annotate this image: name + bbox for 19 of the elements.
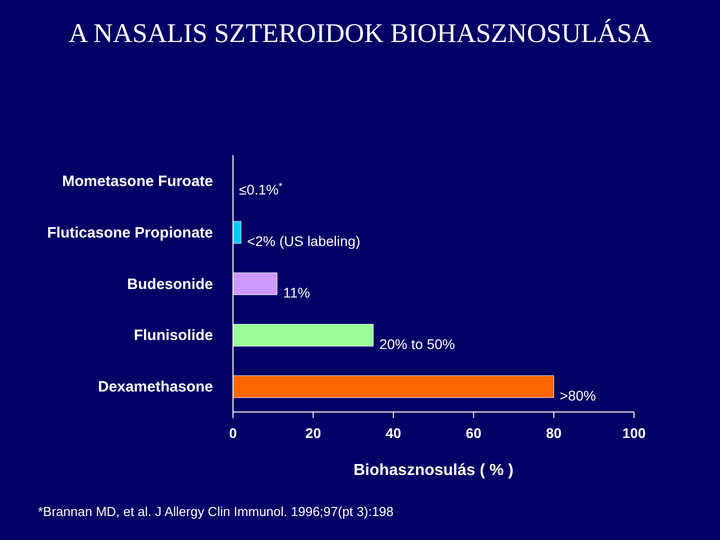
chart-title: A NASALIS SZTEROIDOK BIOHASZNOSULÁSA: [68, 18, 652, 49]
x-tick-label: 60: [466, 424, 482, 441]
x-tick-label: 80: [546, 424, 562, 441]
x-tick-label: 100: [622, 424, 646, 441]
y-tick-label: Budesonide: [127, 276, 213, 293]
annotation: <2% (US labeling): [247, 233, 360, 250]
x-tick-label: 0: [229, 424, 238, 441]
y-tick-label: Mometasone Furoate: [62, 173, 213, 190]
x-tick-label: 20: [305, 424, 322, 441]
annotation: 11%: [283, 284, 310, 300]
y-tick-label: Fluticasone Propionate: [47, 224, 213, 242]
x-axis-title: Biohasznosulás ( % ): [352, 462, 515, 480]
y-tick-label: Flunisolide: [134, 327, 213, 344]
x-tick-label: 40: [386, 424, 402, 441]
y-tick-label: Dexamethasone: [98, 378, 213, 396]
annotation: ≤0.1%$^{*}$: [239, 181, 283, 198]
annotation: 20% to 50%: [379, 336, 455, 352]
annotation: >80%: [560, 387, 596, 404]
text: *Brannan MD, et al. J Allergy Clin Immunol. 1996;97(pt 3):198: [38, 504, 394, 519]
